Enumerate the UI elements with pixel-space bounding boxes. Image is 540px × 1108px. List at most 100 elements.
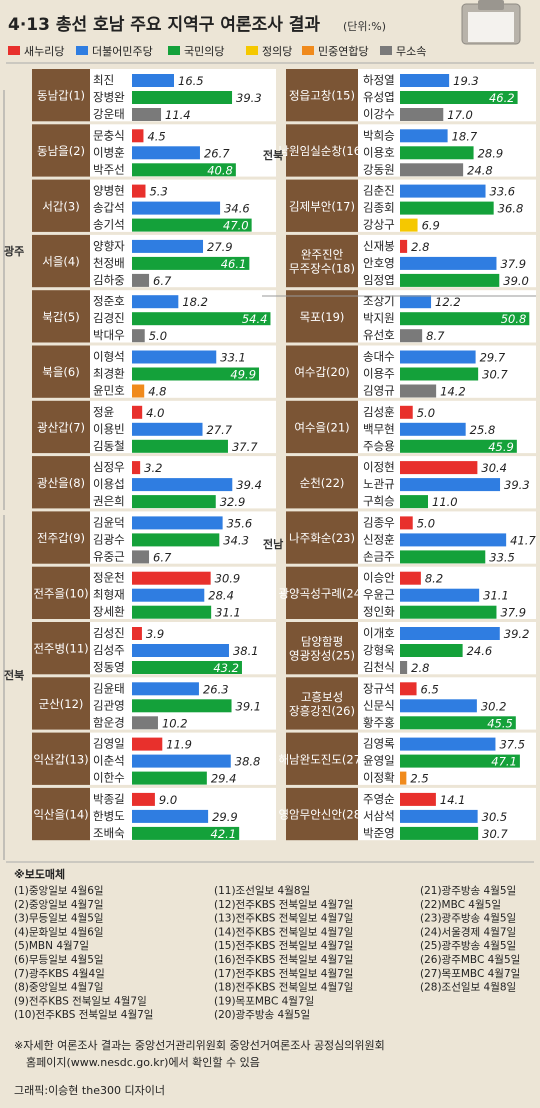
right-district-label: 순천(22) [300,476,345,490]
right-candidate-name: 신재봉 [363,239,395,253]
right-candidate-name: 안호영 [363,256,395,270]
right-value-label: 2.8 [411,240,429,254]
right-value-label: 30.2 [481,699,507,713]
left-value-label: 16.5 [178,74,204,88]
right-bar [400,571,421,585]
source-entry: (13)전주KBS 전북일보 4월7일 [214,912,353,925]
right-candidate-name: 강형욱 [363,643,395,657]
region-label-gwangju: 광주 [4,245,24,258]
source-entry: (19)목포MBC 4월7일 [214,994,314,1007]
right-candidate-name: 이용주 [363,367,395,381]
left-district-label: 익산을(14) [33,808,88,822]
right-value-label: 33.5 [489,550,515,564]
right-district-label: 나주화순(23) [289,531,355,545]
left-value-label: 33.1 [220,351,246,365]
note-line-1: ※자세한 여론조사 결과는 중앙선거관리위원회 중앙선거여론조사 공정심의위원회 [14,1039,385,1052]
left-bar [132,91,233,104]
right-bar [400,644,463,657]
right-candidate-name: 강동원 [363,162,395,176]
left-bar [132,295,179,309]
right-district-label: 정읍고창(15) [289,89,355,103]
left-district-label: 광산갑(7) [37,420,85,434]
left-value-label: 38.1 [233,644,259,658]
left-bar [132,312,271,326]
left-district-box [32,345,90,398]
legend: 새누리당 더불어민주당 국민의당 정의당 민중연합당 무소속 [8,45,426,58]
left-bar [132,737,163,751]
right-district-box [286,69,358,122]
left-bar [132,273,150,287]
sources-heading: ※보도매체 [14,867,65,881]
right-candidate-name: 임정엽 [363,273,395,287]
region-label-jeonbuk-left: 전북 [4,668,24,682]
left-district-label: 전주을(10) [33,586,88,600]
right-district-box [286,622,358,675]
left-candidate-name: 심정우 [93,460,125,474]
left-value-label: 49.9 [230,368,256,382]
left-candidate-name: 최경환 [93,367,125,381]
left-candidate-name: 김영일 [93,737,125,751]
legend-label-1: 더불어민주당 [92,45,153,58]
left-district-label: 익산갑(13) [33,752,88,766]
left-candidate-name: 박주선 [93,162,125,176]
left-bar [132,682,199,696]
left-value-label: 40.8 [207,163,233,177]
left-district-box [32,179,90,232]
right-district-label: 완주진안 [301,248,344,262]
left-bar [132,405,143,419]
right-district-label: 광양곡성구례(24) [278,586,365,600]
right-value-label: 6.9 [422,219,440,233]
left-bar [132,108,162,121]
left-district-label: 동남갑(1) [37,89,85,103]
right-value-label: 8.7 [426,329,445,343]
right-bar [400,809,478,823]
legend-swatch-4 [302,46,314,55]
left-value-label: 4.5 [147,129,165,143]
left-bar [132,329,145,343]
right-bar [400,550,486,564]
left-value-label: 31.1 [215,606,241,620]
right-candidate-name: 이승안 [363,571,395,585]
left-candidate-name: 이용섭 [93,477,125,491]
note-line-2: 홈페이지(www.nesdc.go.kr)에서 확인할 수 있음 [26,1055,260,1069]
left-candidate-name: 이한수 [93,771,125,785]
right-bar [400,146,474,160]
left-district-label: 북을(6) [42,365,79,379]
left-value-label: 32.9 [220,495,246,509]
right-value-label: 41.7 [510,533,536,547]
left-value-label: 35.6 [227,516,253,530]
left-value-label: 29.9 [212,810,238,824]
source-entry: (1)중앙일보 4월6일 [14,884,104,897]
graphic-credit: 그래픽:이승현 the300 디자이너 [14,1084,165,1097]
left-value-label: 11.4 [165,108,191,122]
source-entry: (7)광주KBS 4월4일 [14,967,105,980]
left-value-label: 34.6 [224,202,250,216]
right-value-label: 50.8 [501,312,527,326]
right-candidate-name: 김종회 [363,201,395,215]
right-value-label: 45.9 [488,440,514,454]
right-value-label: 2.5 [410,772,428,786]
left-value-label: 27.7 [207,423,233,437]
left-candidate-name: 정준호 [93,294,125,308]
right-bar [400,239,408,253]
right-district-box [286,179,358,232]
right-candidate-name: 김영록 [363,737,395,751]
right-value-label: 18.7 [452,129,478,143]
left-candidate-name: 한병도 [93,809,125,823]
right-bar [400,771,407,785]
right-value-label: 36.8 [498,202,524,216]
right-value-label: 28.9 [478,146,504,160]
left-candidate-name: 권은희 [93,494,125,508]
left-bar [132,439,228,453]
right-bar [400,792,436,806]
right-value-label: 47.1 [491,755,517,769]
right-candidate-name: 황주홍 [363,715,395,729]
left-value-label: 30.9 [215,572,241,586]
right-value-label: 14.2 [440,385,466,399]
right-candidate-name: 주영순 [363,792,395,806]
left-district-box [32,566,90,619]
right-bar [400,218,418,232]
left-candidate-name: 양병현 [93,184,125,198]
right-candidate-name: 주승용 [363,439,395,453]
right-candidate-name: 유성엽 [363,90,395,104]
